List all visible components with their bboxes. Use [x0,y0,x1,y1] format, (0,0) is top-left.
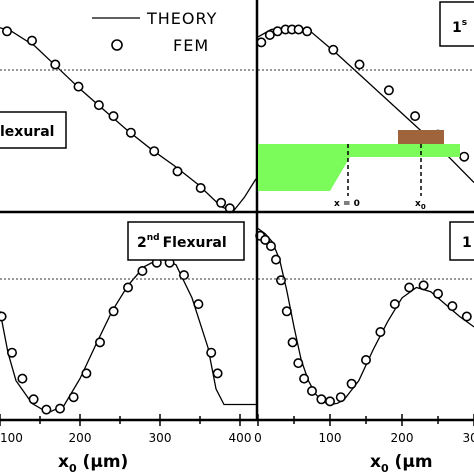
fem-point-bottom-right [447,301,458,312]
fem-point-bottom-left [81,368,92,379]
origin-label: x = 0 [334,199,360,209]
theory-curve-bottom-left [0,257,256,414]
fem-point-bottom-right [461,311,472,322]
fem-point-top-right [272,26,283,37]
probe-block [398,130,444,144]
fem-point-bottom-left [0,311,7,322]
fem-point-bottom-right [306,385,317,396]
x-tick-label: 100 [319,431,342,445]
fem-point-top-right [459,151,470,162]
fem-point-top-right [354,59,365,70]
fem-point-top-left [73,81,84,92]
fem-point-bottom-right [265,241,276,252]
fem-point-bottom-left [17,373,28,384]
fem-point-bottom-left [68,392,79,403]
fem-point-bottom-right [293,358,304,369]
fem-point-bottom-right [335,392,346,403]
fem-point-top-left [172,166,183,177]
legend-fem-marker [111,39,123,51]
label-box-bottom-left: 2nd Flexural [127,221,245,261]
bottom-right-mode-label: 1 [462,235,472,251]
fem-point-bottom-right [360,354,371,365]
fem-point-bottom-left [212,368,223,379]
label-box-top-right: 1s [439,1,474,47]
fem-point-bottom-right [324,396,335,407]
bottom-left-mode-label: 2nd Flexural [137,233,227,251]
fem-point-top-left [149,146,160,157]
fem-point-bottom-left [108,306,119,317]
legend-fem-label: FEM [173,36,209,55]
fem-point-bottom-right [375,326,386,337]
fem-point-top-left [195,183,206,194]
fem-point-bottom-left [95,337,106,348]
fem-point-top-left [108,111,119,122]
x-axis-title-right: x0 (μm [370,452,433,474]
fem-point-bottom-right [389,299,400,310]
x-tick-label: 400 [229,431,252,445]
fem-point-top-right [383,85,394,96]
fem-point-top-right [328,44,339,55]
fem-point-top-left [2,26,12,37]
fem-point-bottom-right [260,234,271,245]
fem-point-bottom-left [137,265,148,276]
x-tick-label: 100 [0,431,23,445]
fem-point-bottom-left [41,404,52,415]
fem-point-top-right [410,111,421,122]
fem-point-bottom-right [299,373,310,384]
fem-point-bottom-right [270,254,281,265]
x-tick-label: 0 [254,431,262,445]
fem-point-top-left [125,127,136,138]
legend-theory-label: THEORY [146,9,217,28]
fem-point-top-left [50,59,61,70]
panel-bottom-left [0,257,256,415]
fem-point-bottom-right [346,378,357,389]
fem-point-top-right [293,24,304,35]
fem-point-bottom-left [123,282,134,293]
fem-point-bottom-left [193,299,204,310]
x-tick-label: 200 [69,431,92,445]
fem-point-top-left [26,35,37,46]
label-box-bottom-right: 1 [449,221,474,261]
fem-point-top-left [216,197,227,208]
x0-label: x0 [415,199,426,211]
fem-point-bottom-right [418,280,429,291]
beam-shape [258,144,460,191]
fem-point-bottom-right [287,337,298,348]
fem-point-bottom-right [316,394,327,405]
fem-point-top-right [264,29,275,40]
fem-point-bottom-left [7,347,17,358]
fem-point-top-right [302,26,313,37]
fem-point-bottom-right [281,306,292,317]
fem-point-bottom-right [432,288,443,299]
x-tick-label: 200 [391,431,414,445]
fem-point-bottom-left [206,347,217,358]
x-tick-label: 300 [463,431,474,445]
x-axis-title-left: x0 (μm) [58,452,128,474]
top-left-mode-label: lexural [0,124,54,140]
fem-point-bottom-right [275,275,286,286]
fem-point-bottom-left [179,270,190,281]
inset-schematic: x = 0 x0 [258,130,460,211]
fem-point-top-right [256,37,267,48]
fem-point-bottom-left [28,394,39,405]
fem-point-bottom-right [404,282,415,293]
x-tick-label: 300 [149,431,172,445]
top-right-mode-label: 1s [452,18,467,36]
fem-point-bottom-left [54,403,65,414]
theory-curve-bottom-right [257,227,474,406]
label-box-top-left: lexural [0,111,67,149]
panel-bottom-right [255,227,474,407]
fem-point-top-left [93,100,104,111]
legend: THEORY FEM [92,9,217,55]
